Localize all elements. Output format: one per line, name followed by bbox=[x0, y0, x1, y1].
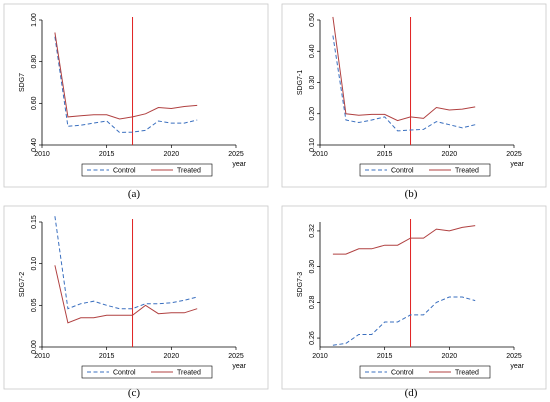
series-line-control bbox=[332, 296, 476, 346]
chart-panel-d: 0.26 0.28 0.30 0.32 2010 2015 2020 2025 SDG7-3 ye… bbox=[281, 205, 547, 399]
x-tick-label: 2020 bbox=[442, 151, 458, 158]
x-tick-label: 2020 bbox=[164, 151, 180, 158]
y-tick-label: 0.40 bbox=[31, 138, 38, 152]
x-tick-label: 2010 bbox=[312, 151, 328, 158]
y-tick-label: 0.00 bbox=[31, 340, 38, 354]
series-line-treated bbox=[332, 16, 476, 122]
y-tick-label: 0.05 bbox=[31, 298, 38, 312]
panel-label: (a) bbox=[128, 188, 141, 200]
panel-frame bbox=[3, 3, 269, 188]
legend-label-control: Control bbox=[391, 168, 414, 175]
x-axis-title: year bbox=[232, 363, 246, 370]
x-tick-label: 2020 bbox=[442, 353, 458, 360]
panel-label: (d) bbox=[405, 387, 418, 399]
chart-panel-a: 0.40 0.60 0.80 1.00 2010 2015 2020 2025 SDG7 year… bbox=[3, 3, 269, 200]
series-line-treated bbox=[54, 32, 198, 120]
legend-label-treated: Treated bbox=[177, 370, 201, 377]
panel-label: (b) bbox=[405, 188, 418, 200]
chart-panel-b: 0.10 0.20 0.30 0.40 0.50 2010 2015 2020 2025 SDG7… bbox=[281, 3, 547, 200]
y-tick-label: 0.15 bbox=[31, 215, 38, 229]
y-tick-label: 1.00 bbox=[31, 13, 38, 27]
legend-label-treated: Treated bbox=[455, 168, 479, 175]
y-tick-label: 0.80 bbox=[31, 55, 38, 69]
x-tick-label: 2010 bbox=[34, 151, 50, 158]
x-tick-label: 2015 bbox=[99, 151, 115, 158]
legend: Control Treated bbox=[359, 163, 491, 177]
legend-box bbox=[81, 163, 213, 177]
x-tick-label: 2015 bbox=[377, 151, 393, 158]
y-tick-label: 0.10 bbox=[31, 257, 38, 271]
x-tick-label: 2025 bbox=[228, 353, 244, 360]
y-tick-label: 0.30 bbox=[309, 76, 316, 90]
legend-box bbox=[81, 365, 213, 379]
legend-label-control: Control bbox=[113, 370, 136, 377]
legend-label-control: Control bbox=[391, 370, 414, 377]
y-tick-label: 0.20 bbox=[309, 107, 316, 121]
series-line-control bbox=[332, 35, 476, 132]
x-tick-label: 2015 bbox=[377, 353, 393, 360]
legend: Control Treated bbox=[81, 365, 213, 379]
y-tick-label: 0.26 bbox=[309, 331, 316, 345]
y-tick-label: 0.28 bbox=[309, 295, 316, 309]
x-axis-title: year bbox=[232, 161, 246, 168]
y-tick-label: 0.50 bbox=[309, 13, 316, 27]
y-axis-title: SDG7 bbox=[19, 73, 26, 92]
x-tick-label: 2025 bbox=[228, 151, 244, 158]
x-tick-label: 2015 bbox=[99, 353, 115, 360]
series-line-treated bbox=[332, 225, 476, 255]
y-axis-title: SDG7-1 bbox=[297, 70, 304, 95]
x-axis-title: year bbox=[510, 161, 524, 168]
y-axis-title: SDG7-2 bbox=[19, 272, 26, 297]
y-tick-label: 0.40 bbox=[309, 44, 316, 58]
panel-label: (c) bbox=[128, 387, 141, 399]
legend-label-control: Control bbox=[113, 168, 136, 175]
y-axis-title: SDG7-3 bbox=[297, 272, 304, 297]
y-tick-label: 0.10 bbox=[309, 138, 316, 152]
legend: Control Treated bbox=[359, 365, 491, 379]
x-tick-label: 2025 bbox=[506, 151, 522, 158]
series-line-treated bbox=[54, 265, 198, 324]
x-tick-label: 2010 bbox=[312, 353, 328, 360]
legend-label-treated: Treated bbox=[177, 168, 201, 175]
chart-panel-c: 0.00 0.05 0.10 0.15 2010 2015 2020 2025 SDG7-2 ye… bbox=[3, 205, 269, 399]
x-axis-title: year bbox=[510, 363, 524, 370]
x-tick-label: 2010 bbox=[34, 353, 50, 360]
panel-frame bbox=[281, 205, 547, 390]
legend-box bbox=[359, 163, 491, 177]
panel-frame bbox=[3, 205, 269, 390]
legend-box bbox=[359, 365, 491, 379]
x-tick-label: 2025 bbox=[506, 353, 522, 360]
y-tick-label: 0.32 bbox=[309, 224, 316, 238]
y-tick-label: 0.30 bbox=[309, 260, 316, 274]
legend-label-treated: Treated bbox=[455, 370, 479, 377]
legend: Control Treated bbox=[81, 163, 213, 177]
y-tick-label: 0.60 bbox=[31, 96, 38, 110]
panel-frame bbox=[281, 3, 547, 188]
series-line-control bbox=[54, 36, 198, 134]
x-tick-label: 2020 bbox=[164, 353, 180, 360]
series-line-control bbox=[54, 216, 198, 310]
